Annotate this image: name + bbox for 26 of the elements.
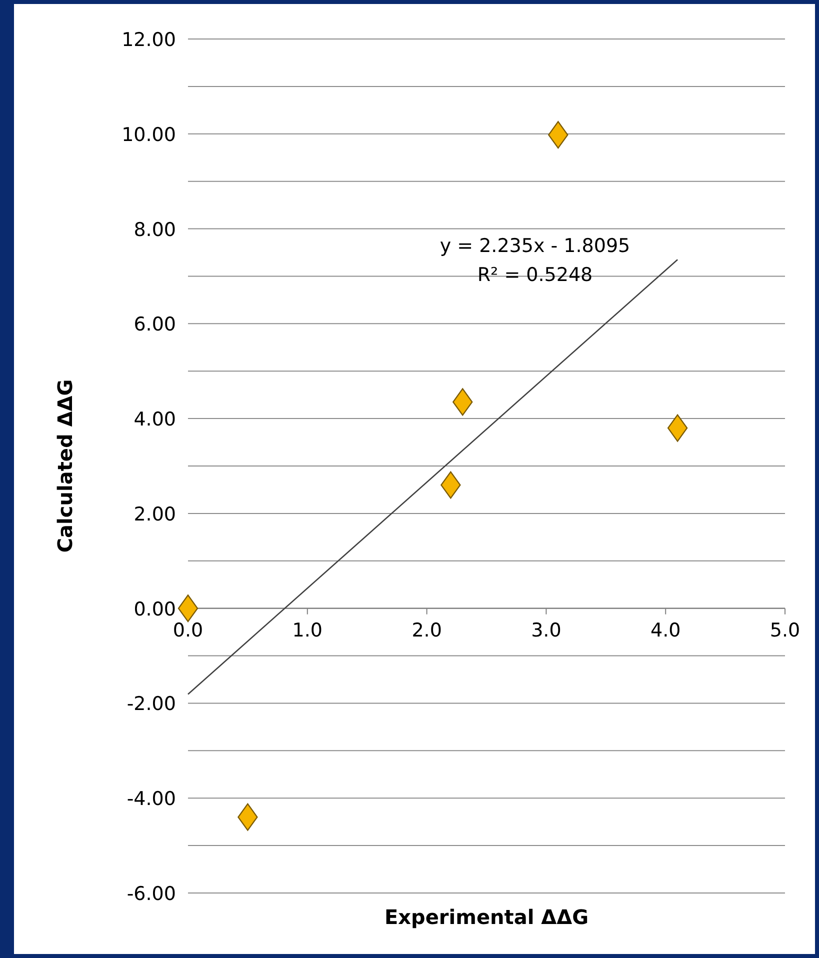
y-tick-label: -6.00 bbox=[126, 883, 176, 905]
y-tick-label: -2.00 bbox=[126, 693, 176, 716]
y-tick-label: 12.00 bbox=[122, 29, 176, 51]
point bbox=[548, 121, 568, 149]
x-tick-label: 2.0 bbox=[412, 619, 442, 642]
point bbox=[440, 471, 461, 499]
x-tick-label: 4.0 bbox=[650, 619, 681, 642]
y-tick-label: 0.00 bbox=[134, 598, 176, 620]
y-tick-label: 10.00 bbox=[122, 124, 176, 146]
x-tick-label: 0.0 bbox=[172, 619, 204, 642]
point bbox=[452, 388, 473, 416]
y-tick-label: 8.00 bbox=[134, 218, 176, 241]
x-tick-label: 1.0 bbox=[292, 619, 323, 642]
y-axis-title: Calculated ΔΔG bbox=[53, 379, 77, 553]
annotation: R² = 0.5248 bbox=[477, 264, 593, 286]
y-tick-label: 6.00 bbox=[134, 314, 176, 336]
x-axis-title: Experimental ΔΔG bbox=[384, 905, 589, 929]
y-tick-label: 4.00 bbox=[134, 408, 176, 431]
x-tick-label: 5.0 bbox=[770, 619, 800, 642]
point bbox=[178, 594, 198, 622]
annotation: y = 2.235x - 1.8095 bbox=[440, 235, 630, 257]
y-tick-label: 2.00 bbox=[134, 503, 176, 526]
y-tick-label: -4.00 bbox=[126, 788, 176, 810]
x-tick-label: 3.0 bbox=[531, 619, 562, 642]
point bbox=[238, 803, 258, 831]
point bbox=[667, 414, 688, 442]
